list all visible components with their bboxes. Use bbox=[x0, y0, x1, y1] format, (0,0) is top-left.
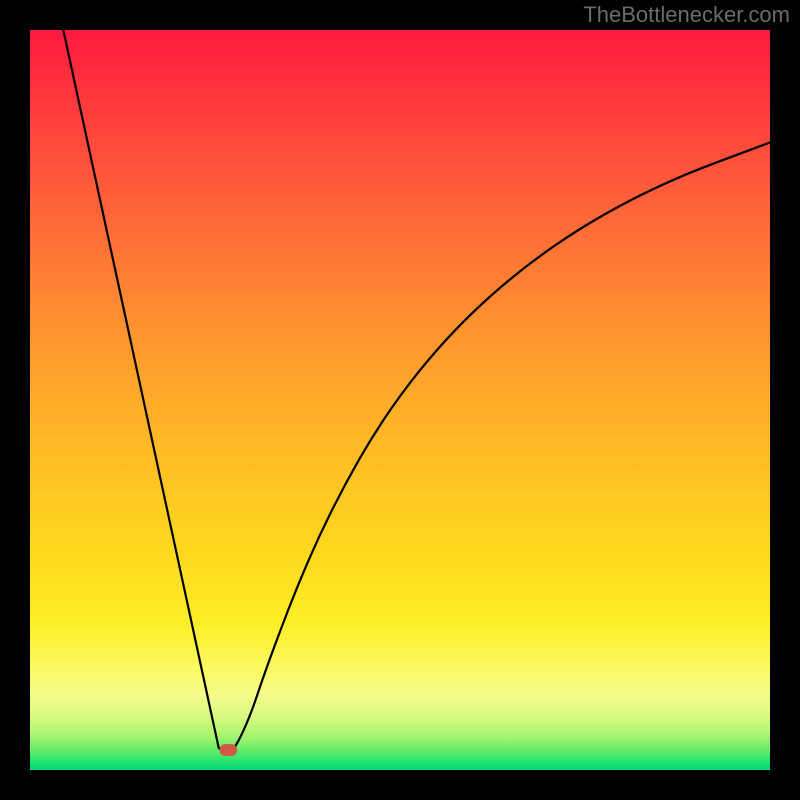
watermark-text: TheBottlenecker.com bbox=[583, 2, 790, 28]
optimum-marker bbox=[219, 744, 237, 756]
bottleneck-chart bbox=[0, 0, 800, 800]
chart-container: { "watermark": { "text": "TheBottlenecke… bbox=[0, 0, 800, 800]
plot-background bbox=[30, 30, 770, 770]
